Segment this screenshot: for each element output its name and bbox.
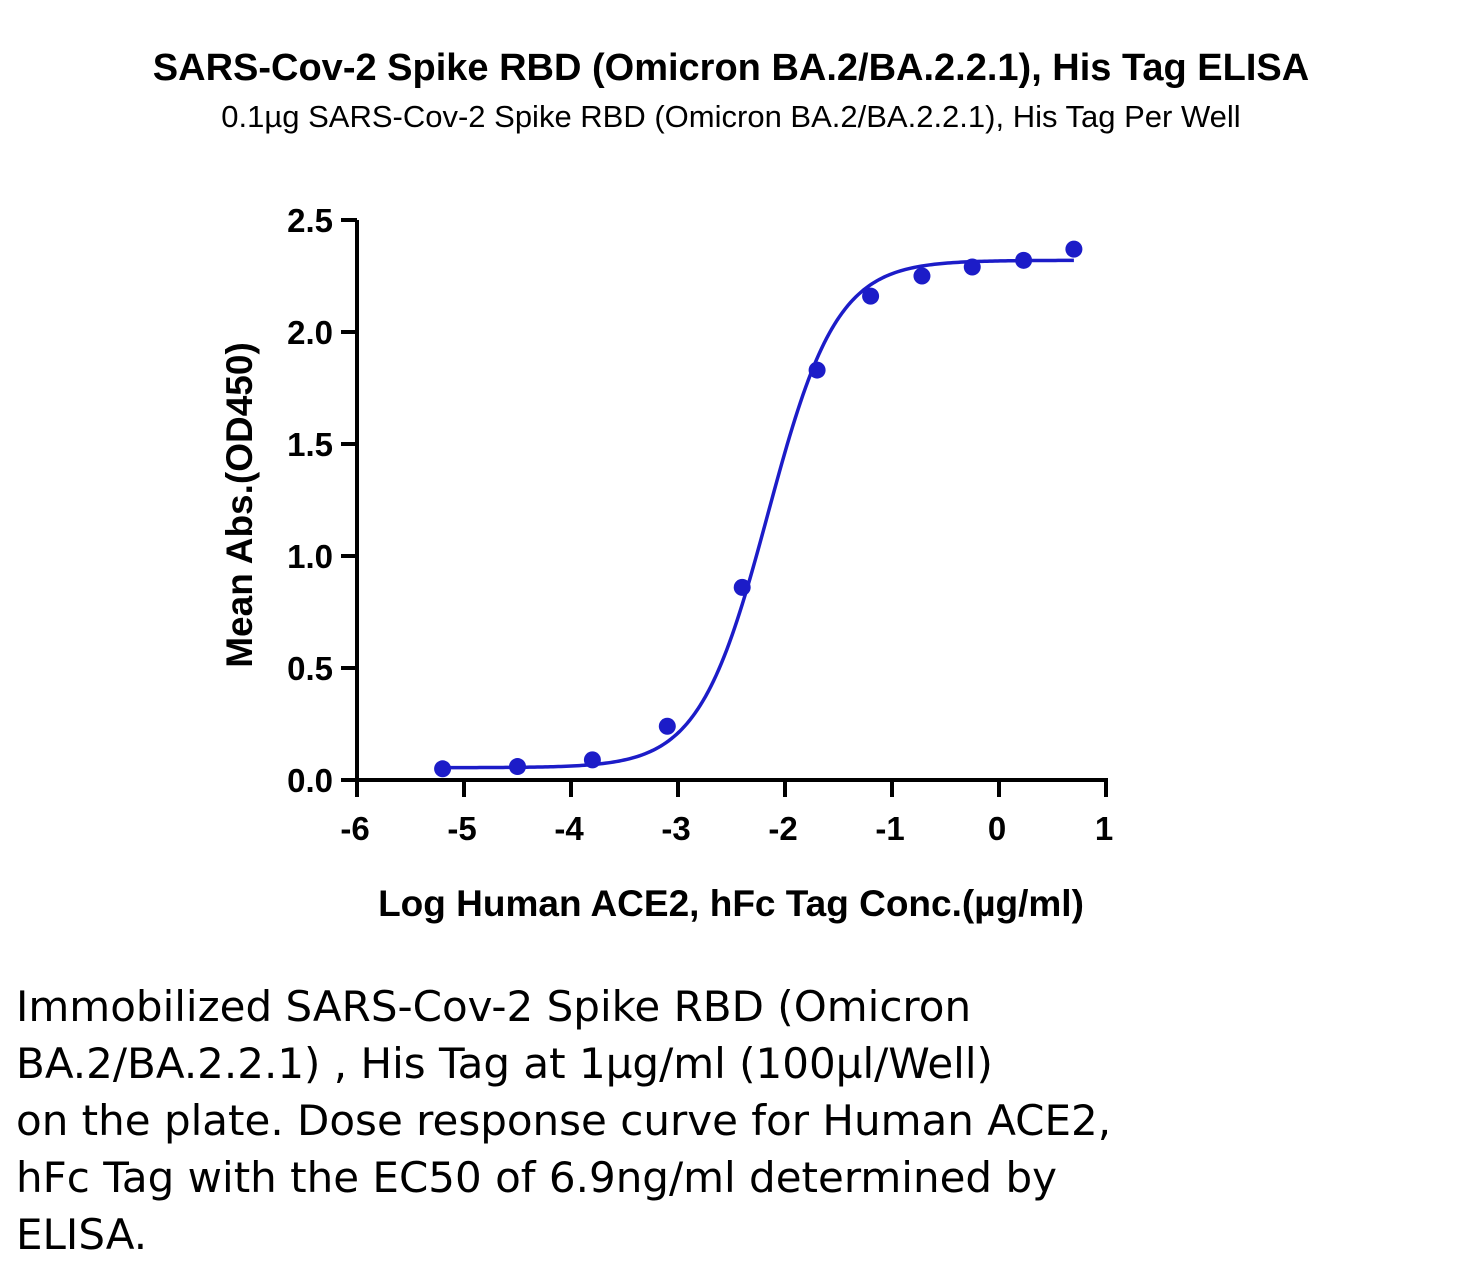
data-point [583, 751, 601, 769]
x-axis-label: Log Human ACE2, hFc Tag Conc.(µg/ml) [378, 883, 1084, 924]
data-point [963, 258, 981, 276]
data-points [434, 240, 1083, 778]
y-tick-label: 2.0 [287, 314, 333, 351]
x-tick-label: -6 [340, 810, 369, 847]
data-point [808, 361, 826, 379]
chart-axes [355, 220, 1108, 782]
data-point [509, 758, 526, 776]
data-point [1065, 240, 1083, 258]
elisa-chart: 0.0 0.5 1.0 1.5 2.0 2.5 -6 -5 -4 -3 -2 -1 0 1 Log Hum… [219, 202, 1113, 924]
data-point [434, 760, 452, 778]
y-tick-label: 1.0 [287, 538, 333, 575]
y-tick-label: 1.5 [287, 426, 333, 463]
chart-subtitle: 0.1µg SARS-Cov-2 Spike RBD (Omicron BA.2… [221, 99, 1241, 134]
data-point [658, 717, 676, 735]
chart-title: SARS-Cov-2 Spike RBD (Omicron BA.2/BA.2.… [152, 47, 1310, 89]
x-tick-label: -2 [768, 810, 797, 847]
x-tick-label: 0 [988, 810, 1006, 847]
y-tick-label: 0.5 [287, 650, 333, 687]
data-point [733, 578, 751, 596]
data-point [913, 267, 931, 285]
x-tick-label: 1 [1095, 810, 1113, 847]
y-tick-label: 0.0 [287, 762, 333, 799]
x-tick-label: -3 [661, 810, 690, 847]
y-tick-label: 2.5 [287, 202, 333, 239]
x-tick-label: -1 [875, 810, 904, 847]
figure-caption: Immobilized SARS-Cov-2 Spike RBD (Omicro… [16, 982, 1112, 1259]
fit-curve [442, 258, 1074, 770]
data-point [1015, 251, 1033, 269]
y-axis-label: Mean Abs.(OD450) [219, 342, 260, 668]
x-tick-label: -4 [554, 810, 584, 847]
data-point [862, 287, 880, 305]
axis-ticks: 0.0 0.5 1.0 1.5 2.0 2.5 -6 -5 -4 -3 -2 -1 0 1 [287, 202, 1113, 847]
x-tick-label: -5 [447, 810, 476, 847]
